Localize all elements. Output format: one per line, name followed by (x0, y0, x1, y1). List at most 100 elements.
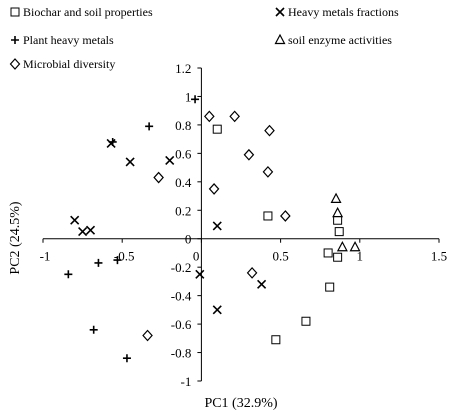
y-axis-label: PC2 (24.5%) (8, 201, 23, 274)
data-point (165, 155, 175, 166)
data-point (9, 58, 21, 70)
legend-label: Heavy metals fractions (288, 5, 399, 19)
data-point (106, 138, 116, 148)
triangle-marker (274, 33, 286, 45)
y-tick-label: 1 (185, 89, 192, 104)
x-marker (106, 138, 116, 148)
y-tick-label: 0.2 (175, 203, 191, 218)
x-axis-ticks: -1 -0.5 0 0.5 1 1.5 (40, 238, 447, 264)
data-point (113, 256, 122, 265)
series-group (330, 192, 361, 252)
data-point (262, 165, 274, 178)
data-point (125, 157, 135, 167)
data-point (275, 7, 285, 17)
data-point (243, 148, 255, 161)
data-point (11, 36, 19, 44)
data-point (153, 171, 164, 184)
data-point (212, 124, 222, 134)
x-tick-label: 0 (193, 249, 200, 264)
data-point (280, 210, 291, 222)
triangle-marker (349, 240, 361, 252)
data-point (274, 33, 286, 45)
x-marker (257, 279, 267, 289)
data-point (334, 227, 344, 237)
data-point (78, 227, 88, 237)
data-point (89, 325, 98, 334)
plus-marker (108, 137, 117, 146)
plus-marker (89, 325, 98, 334)
series-group (142, 110, 291, 342)
x-tick-label: 0.5 (272, 249, 288, 264)
square-marker (333, 252, 343, 262)
legend-label: Biochar and soil properties (23, 5, 153, 19)
x-marker (85, 225, 96, 235)
data-point (191, 95, 200, 104)
y-tick-label: -0.4 (171, 289, 192, 304)
data-point (204, 110, 215, 123)
axes: -1 -0.5 0 0.5 1 1.5 -1-0.8-0.6-0.4-0.200.20.4… (40, 61, 448, 389)
data-point (330, 192, 342, 203)
triangle-marker (330, 192, 342, 203)
x-tick-label: 1.5 (431, 249, 447, 264)
triangle-marker (332, 206, 344, 218)
y-tick-label: 0.8 (175, 118, 191, 133)
data-points (64, 95, 361, 363)
x-marker (125, 157, 135, 167)
x-tick-label: 1 (357, 249, 364, 264)
diamond-marker (229, 110, 240, 123)
legend-label: Plant heavy metals (23, 33, 114, 47)
diamond-marker (9, 58, 21, 70)
plus-marker (113, 256, 122, 265)
square-marker (271, 335, 281, 345)
data-point (145, 122, 154, 131)
x-marker (70, 215, 80, 225)
data-point (108, 137, 117, 146)
data-point (212, 221, 222, 231)
plus-marker (94, 258, 103, 267)
x-axis-label: PC1 (32.9%) (204, 396, 277, 411)
diamond-marker (142, 329, 153, 342)
plus-marker (191, 95, 200, 104)
data-point (336, 240, 348, 252)
square-marker (334, 227, 344, 237)
x-marker (165, 155, 175, 166)
y-tick-label: 0 (185, 232, 192, 247)
diamond-marker (280, 210, 291, 222)
square-marker (333, 215, 343, 225)
diamond-marker (153, 171, 164, 184)
data-point (323, 248, 333, 258)
series-group (212, 124, 344, 345)
data-point (10, 7, 20, 17)
data-point (271, 335, 281, 345)
plus-marker (122, 354, 131, 363)
plus-marker (11, 36, 19, 44)
y-tick-label: -0.2 (171, 260, 192, 275)
data-point (263, 211, 273, 221)
plus-marker (145, 122, 154, 131)
data-point (333, 215, 343, 225)
diamond-marker (262, 165, 274, 178)
diamond-marker (243, 148, 255, 161)
series-group (64, 95, 200, 363)
data-point (349, 240, 361, 252)
legend-item: soil enzyme activities (274, 33, 392, 47)
square-marker (301, 316, 311, 326)
data-point (264, 124, 275, 137)
diamond-marker (246, 266, 258, 279)
y-axis-ticks: -1-0.8-0.6-0.4-0.200.20.40.60.811.2 (171, 61, 202, 389)
data-point (195, 269, 205, 279)
data-point (122, 354, 131, 363)
data-point (212, 305, 222, 315)
data-point (332, 206, 344, 218)
data-point (229, 110, 240, 123)
legend-item: Biochar and soil properties (10, 5, 153, 19)
diamond-marker (204, 110, 215, 123)
square-marker (263, 211, 273, 221)
x-tick-label: -1 (40, 249, 51, 264)
data-point (246, 266, 258, 279)
legend-item: Heavy metals fractions (275, 5, 399, 19)
legend-item: Microbial diversity (9, 57, 115, 71)
data-point (85, 225, 96, 235)
y-tick-label: 1.2 (175, 61, 191, 76)
